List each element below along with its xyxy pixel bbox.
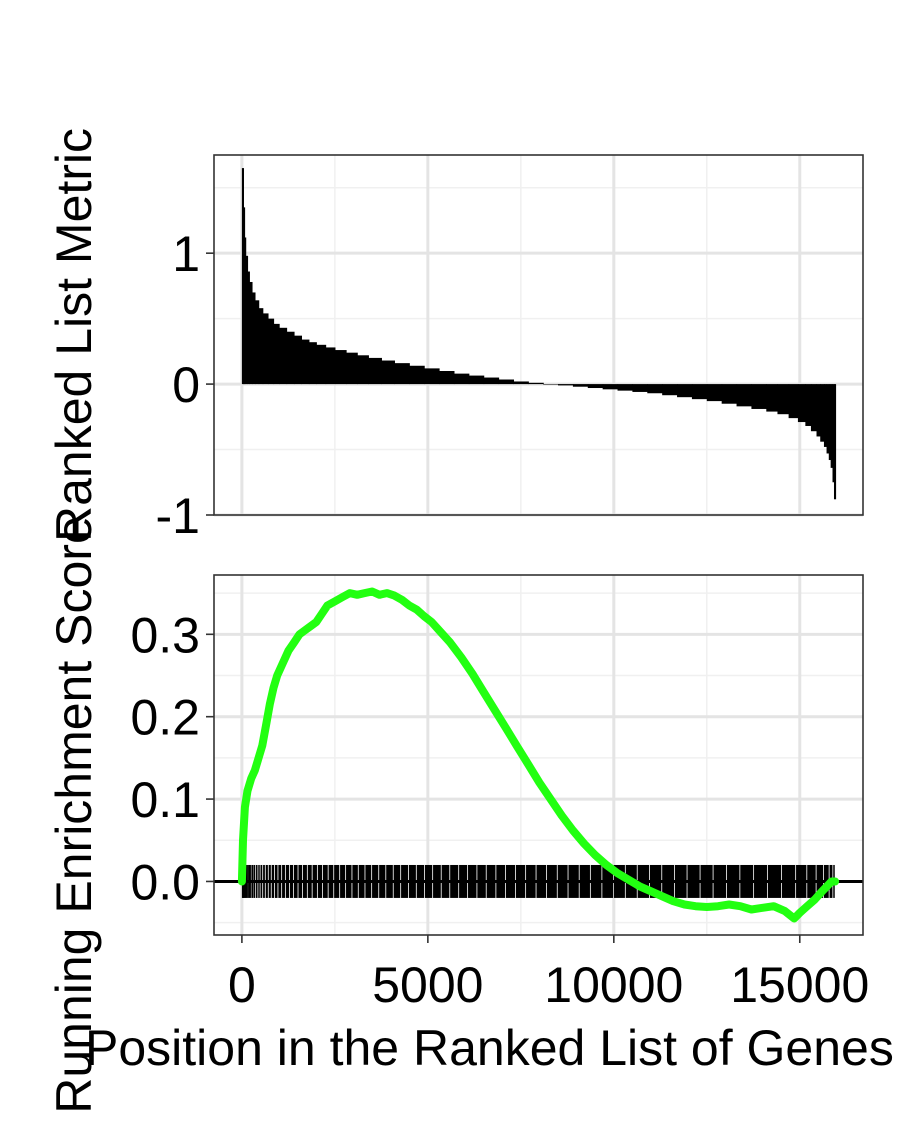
metric-bar xyxy=(816,384,821,437)
ranked-metric-bars xyxy=(241,168,837,500)
running-es-line xyxy=(237,587,840,923)
metric-bar xyxy=(254,300,260,385)
metric-bar xyxy=(483,377,500,385)
metric-bar xyxy=(325,347,336,385)
y-tick-label: 0.2 xyxy=(130,690,200,746)
metric-bar xyxy=(316,344,327,385)
metric-bar xyxy=(468,375,485,385)
metric-bar xyxy=(258,308,264,385)
metric-bar xyxy=(558,384,574,386)
metric-bar xyxy=(587,384,604,389)
metric-bar xyxy=(805,384,812,426)
metric-bar xyxy=(439,371,455,385)
metric-bar xyxy=(381,360,395,385)
metric-bar xyxy=(243,207,246,385)
metric-bar xyxy=(334,350,347,385)
metric-bar xyxy=(543,384,559,385)
metric-bar xyxy=(498,379,514,385)
metric-bar xyxy=(245,255,249,385)
y-tick-label: -1 xyxy=(156,488,200,544)
metric-bar xyxy=(677,384,693,398)
ranked-metric-panel: -1 0 1 xyxy=(156,154,864,544)
y-tick-label: 0.3 xyxy=(130,607,200,663)
metric-bar xyxy=(244,237,247,385)
metric-bar xyxy=(368,357,382,385)
metric-bar xyxy=(241,168,244,385)
metric-bar xyxy=(662,384,678,396)
metric-bar xyxy=(286,331,295,385)
metric-bar xyxy=(301,339,310,385)
metric-bar xyxy=(828,384,832,461)
x-tick-label: 10000 xyxy=(544,957,683,1013)
metric-bar xyxy=(528,382,544,385)
top-panel-background xyxy=(214,155,863,515)
metric-bar xyxy=(249,281,253,385)
metric-bar xyxy=(262,313,269,385)
bottom-panel-x-axis: 0 5000 10000 15000 xyxy=(228,935,869,1013)
metric-bar xyxy=(736,384,753,407)
metric-bar xyxy=(394,363,410,385)
metric-bar xyxy=(409,365,425,385)
metric-bar xyxy=(279,327,288,385)
metric-bar xyxy=(572,384,589,387)
metric-bar xyxy=(751,384,767,409)
metric-bar xyxy=(251,292,256,385)
y-tick-label: 0.1 xyxy=(130,772,200,828)
x-tick-label: 0 xyxy=(228,957,256,1013)
y-tick-label: 0.0 xyxy=(130,854,200,910)
metric-bar xyxy=(346,352,358,385)
bottom-y-axis-title: Running Enrichment Score xyxy=(46,516,102,1114)
metric-bar xyxy=(826,384,830,454)
metric-bar xyxy=(424,368,440,385)
metric-bar xyxy=(820,384,825,442)
metric-bar xyxy=(777,384,790,415)
metric-bar xyxy=(357,355,369,385)
metric-bar xyxy=(308,342,317,385)
bottom-panel-border xyxy=(213,574,864,936)
running-es-panel: 0.0 0.1 0.2 0.3 0 5000 10000 15000 xyxy=(130,574,869,1013)
metric-bar xyxy=(830,384,834,468)
metric-bar xyxy=(273,323,280,385)
metric-bar xyxy=(602,384,619,390)
y-tick-label: 0 xyxy=(172,357,200,413)
metric-bar xyxy=(453,373,470,385)
metric-bar xyxy=(721,384,738,404)
metric-bar xyxy=(833,384,837,500)
metric-bar xyxy=(293,335,303,385)
metric-bar xyxy=(788,384,799,419)
metric-bar xyxy=(832,384,835,483)
metric-bar xyxy=(247,271,250,385)
metric-bar xyxy=(810,384,818,432)
metric-bar xyxy=(647,384,663,394)
metric-bar xyxy=(513,381,529,385)
x-tick-label: 15000 xyxy=(730,957,869,1013)
top-panel-border xyxy=(213,154,864,516)
top-panel-y-axis: -1 0 1 xyxy=(156,226,214,544)
x-axis-title: Position in the Ranked List of Genes xyxy=(85,1020,894,1076)
metric-bar xyxy=(766,384,779,412)
top-y-axis-title: Ranked List Metric xyxy=(46,128,102,542)
x-tick-label: 5000 xyxy=(372,957,483,1013)
y-tick-label: 1 xyxy=(172,226,200,282)
bottom-panel-y-axis: 0.0 0.1 0.2 0.3 xyxy=(130,607,214,910)
metric-bar xyxy=(267,318,275,385)
metric-bar xyxy=(706,384,723,402)
metric-bar xyxy=(797,384,806,423)
metric-bar xyxy=(691,384,708,400)
metric-bar xyxy=(823,384,828,447)
metric-bar xyxy=(617,384,634,391)
metric-bar xyxy=(632,384,648,392)
